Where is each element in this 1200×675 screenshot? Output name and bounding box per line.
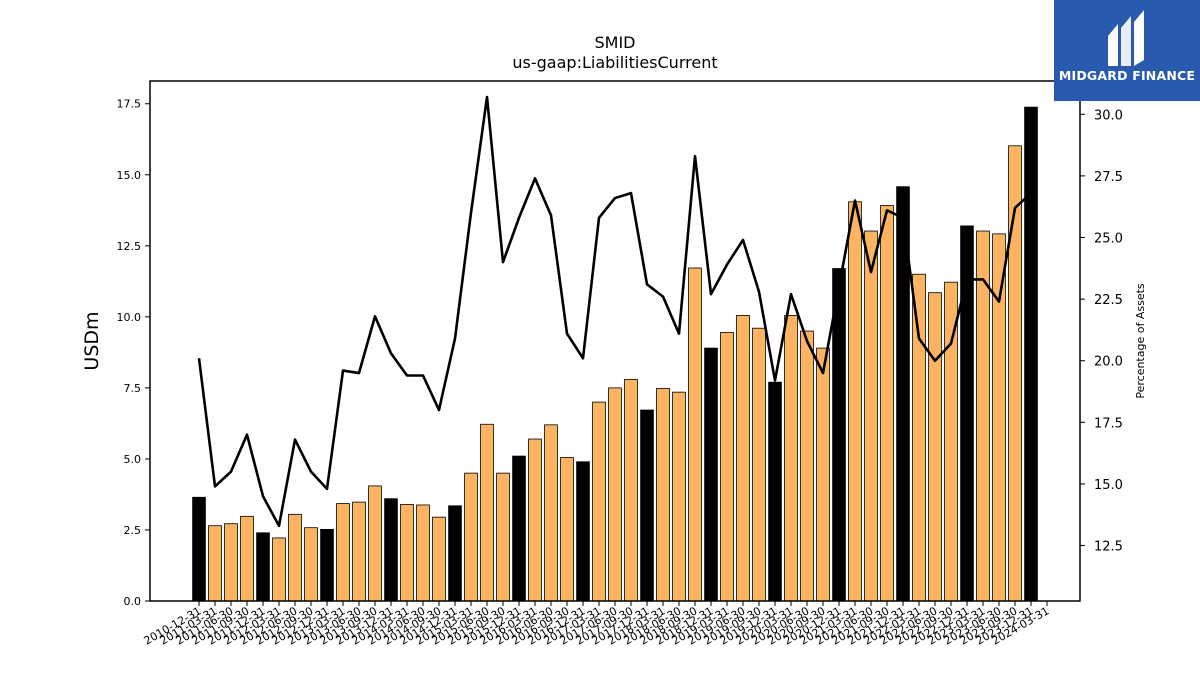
- y-tick-label: 5.0: [124, 453, 142, 466]
- logo-text: MIDGARD FINANCE: [1058, 68, 1196, 83]
- bar-2017-12-31: [640, 409, 654, 602]
- y-tick-label: 15.0: [117, 169, 142, 182]
- y-tick-label: 0.0: [124, 595, 142, 608]
- bar-series: [192, 106, 1038, 602]
- y-tick-label: 7.5: [124, 382, 142, 395]
- bar-2016-06-30: [544, 424, 558, 602]
- bar-2021-03-31: [848, 201, 862, 602]
- bar-2012-12-31: [320, 528, 334, 602]
- y2-tick-label: 30.0: [1094, 108, 1123, 123]
- y-axis-left: 0.0 2.5 5.0 7.5 10.0 12.5 15.0 17.5: [117, 98, 150, 608]
- bar-2019-06-30: [736, 315, 750, 602]
- brand-logo: MIDGARD FINANCE: [1054, 0, 1200, 101]
- y-tick-label: 10.0: [117, 311, 142, 324]
- bar-2023-06-30: [992, 233, 1006, 602]
- bar-2018-09-30: [688, 267, 702, 602]
- y2-tick-label: 25.0: [1094, 231, 1123, 246]
- bar-2014-12-31: [448, 505, 462, 602]
- bar-2016-09-30: [560, 457, 574, 602]
- y-tick-label: 12.5: [117, 240, 142, 253]
- y-tick-label: 17.5: [117, 98, 142, 111]
- bar-2018-06-30: [672, 391, 686, 602]
- y-tick-label: 2.5: [124, 524, 142, 537]
- bar-2019-12-31: [768, 381, 782, 602]
- bar-2019-09-30: [752, 327, 766, 602]
- bar-2011-06-30: [224, 523, 238, 602]
- bar-2012-03-31: [272, 537, 286, 602]
- bar-2017-03-31: [592, 401, 606, 602]
- bar-2018-12-31: [704, 347, 718, 602]
- bar-2014-06-30: [416, 504, 430, 602]
- bar-2021-09-30: [880, 205, 894, 602]
- y2-tick-label: 15.0: [1094, 478, 1123, 493]
- bar-2020-09-30: [816, 347, 830, 602]
- y2-tick-label: 22.5: [1094, 293, 1123, 308]
- bar-2015-03-31: [464, 472, 478, 602]
- bar-2019-03-31: [720, 332, 734, 602]
- bar-2010-12-31: [192, 496, 206, 602]
- bar-2022-06-30: [928, 292, 942, 602]
- bar-2016-03-31: [528, 438, 542, 602]
- chart-title: SMID: [595, 33, 636, 52]
- y2-tick-label: 27.5: [1094, 170, 1123, 185]
- y-axis-right: 12.5 15.0 17.5 20.0 22.5 25.0 27.5 30.0: [1080, 108, 1123, 555]
- y2-axis-label: Percentage of Assets: [1134, 283, 1147, 399]
- bar-2020-03-31: [784, 315, 798, 602]
- bar-2011-09-30: [240, 515, 254, 602]
- bar-2011-12-31: [256, 532, 270, 602]
- bar-2016-12-31: [576, 461, 590, 602]
- bar-2022-03-31: [912, 273, 926, 602]
- y-axis-label: USDm: [81, 311, 103, 370]
- bar-2021-06-30: [864, 230, 878, 602]
- percentage-line: [197, 95, 1032, 528]
- x-axis: 2010-12-312011-03-312011-06-302011-09-30…: [142, 601, 1052, 648]
- bar-2017-06-30: [608, 387, 622, 602]
- bar-2011-03-31: [208, 525, 222, 602]
- y2-tick-label: 12.5: [1094, 540, 1123, 555]
- y2-tick-label: 17.5: [1094, 416, 1123, 431]
- line-series: [197, 95, 1032, 528]
- bar-2014-03-31: [400, 503, 414, 602]
- bar-2013-03-31: [336, 503, 350, 602]
- chart-subtitle: us-gaap:LiabilitiesCurrent: [512, 53, 717, 72]
- bar-2013-12-31: [384, 498, 398, 602]
- bar-2014-09-30: [432, 516, 446, 602]
- bar-2018-03-31: [656, 388, 670, 602]
- bar-2020-12-31: [832, 268, 846, 602]
- bar-2017-09-30: [624, 378, 638, 602]
- bar-2015-12-31: [512, 455, 526, 602]
- bar-2012-06-30: [288, 513, 302, 602]
- midgard-logo-icon: [1108, 10, 1144, 66]
- bar-2015-09-30: [496, 472, 510, 602]
- y2-tick-label: 20.0: [1094, 355, 1123, 370]
- bar-2023-12-31: [1024, 106, 1038, 602]
- bar-2013-09-30: [368, 485, 382, 602]
- bar-2020-06-30: [800, 330, 814, 602]
- bar-2015-06-30: [480, 423, 494, 602]
- bar-2012-09-30: [304, 527, 318, 602]
- bar-2013-06-30: [352, 501, 366, 602]
